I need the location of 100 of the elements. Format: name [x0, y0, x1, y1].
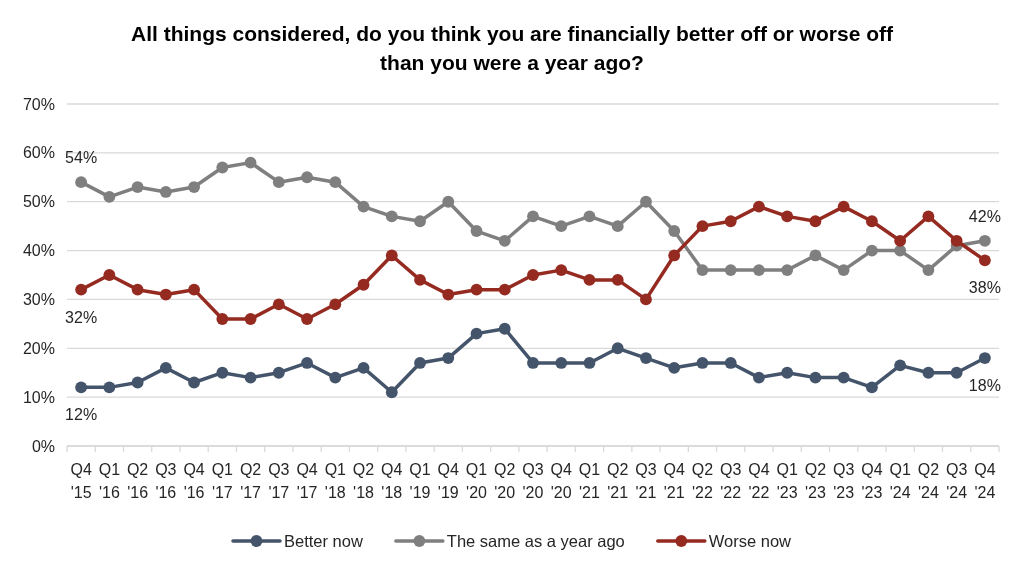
point — [922, 366, 935, 379]
point — [329, 371, 342, 384]
x-tick-label: Q2 '21 — [607, 461, 629, 501]
x-tick-label: Q4 '22 — [748, 461, 770, 501]
x-tick-label: Q4 '17 — [296, 461, 318, 501]
point — [978, 254, 991, 267]
x-tick-label: Q1 '21 — [578, 461, 601, 501]
data-label: 18% — [968, 377, 1001, 395]
x-tick-label: Q4 '23 — [861, 461, 883, 501]
point — [414, 357, 426, 369]
point — [781, 366, 794, 379]
point — [414, 215, 426, 228]
point — [385, 386, 398, 399]
data-label: 38% — [968, 279, 1001, 297]
point — [442, 195, 455, 208]
point — [357, 278, 370, 291]
x-tick-label: Q2 '24 — [917, 461, 940, 501]
point — [385, 210, 398, 223]
x-tick-label: Q1 '20 — [465, 461, 488, 501]
x-tick-label: Q4 '24 — [974, 461, 996, 501]
point — [272, 298, 285, 311]
point — [498, 322, 511, 335]
point — [583, 357, 596, 369]
point — [301, 313, 313, 325]
point — [103, 381, 116, 394]
point — [781, 210, 794, 223]
point — [837, 200, 850, 213]
data-label: 54% — [65, 149, 98, 167]
point — [809, 371, 822, 384]
point — [696, 264, 709, 277]
x-tick-label: Q1 '23 — [776, 461, 798, 501]
x-tick-label: Q3 '20 — [522, 461, 544, 501]
point — [837, 371, 850, 384]
x-tick-label: Q3 '22 — [720, 461, 742, 501]
data-label: 12% — [65, 406, 98, 424]
x-tick-label: Q3 '17 — [268, 461, 290, 501]
point — [498, 283, 511, 296]
x-tick-label: Q2 '16 — [126, 461, 149, 501]
x-tick-label: Q1 '17 — [211, 461, 234, 501]
point — [668, 361, 681, 374]
y-tick-label: 0% — [31, 437, 55, 455]
point — [301, 357, 313, 369]
point — [837, 264, 850, 277]
point — [640, 293, 652, 306]
x-tick-label: Q4 '21 — [663, 461, 685, 501]
point — [159, 288, 172, 301]
point — [865, 215, 878, 228]
point — [75, 283, 88, 296]
point — [442, 288, 455, 301]
point — [216, 313, 229, 325]
point — [103, 269, 116, 281]
point — [498, 234, 511, 247]
point — [216, 161, 229, 174]
point — [75, 381, 88, 394]
point — [527, 210, 539, 223]
x-tick-label: Q2 '18 — [352, 461, 375, 501]
x-tick-label: Q4 '18 — [381, 461, 403, 501]
y-tick-label: 70% — [22, 95, 55, 113]
y-tick-label: 20% — [22, 339, 55, 357]
point — [188, 376, 201, 389]
point — [527, 357, 539, 369]
x-tick-label: Q1 '19 — [409, 461, 431, 501]
legend-label: Worse now — [708, 532, 792, 550]
point — [442, 352, 455, 364]
y-tick-label: 60% — [22, 144, 55, 162]
point — [131, 283, 144, 296]
x-tick-label: Q3 '24 — [945, 461, 968, 501]
point — [611, 273, 624, 286]
point — [978, 352, 991, 364]
point — [724, 215, 737, 228]
point — [527, 269, 539, 281]
data-label: 32% — [65, 308, 98, 326]
x-tick-label: Q1 '16 — [98, 461, 121, 501]
point — [865, 244, 878, 257]
point — [894, 359, 907, 372]
point — [809, 215, 822, 228]
point — [724, 264, 737, 277]
x-tick-label: Q4 '19 — [437, 461, 460, 501]
point — [640, 352, 652, 364]
point — [555, 264, 568, 277]
x-tick-label: Q2 '17 — [239, 461, 262, 501]
y-tick-label: 40% — [22, 242, 55, 260]
point — [75, 176, 88, 189]
point — [668, 225, 681, 237]
point — [809, 249, 822, 262]
data-label: 42% — [968, 207, 1001, 225]
point — [414, 273, 426, 286]
y-tick-label: 30% — [22, 290, 55, 308]
point — [357, 200, 370, 213]
point — [244, 313, 257, 325]
point — [555, 220, 568, 233]
point — [950, 366, 963, 379]
point — [301, 171, 313, 184]
point — [244, 156, 257, 169]
point — [724, 357, 737, 369]
point — [244, 371, 257, 384]
point — [216, 366, 229, 379]
x-tick-label: Q2 '23 — [804, 461, 827, 501]
y-tick-label: 10% — [22, 388, 55, 406]
point — [188, 283, 201, 296]
